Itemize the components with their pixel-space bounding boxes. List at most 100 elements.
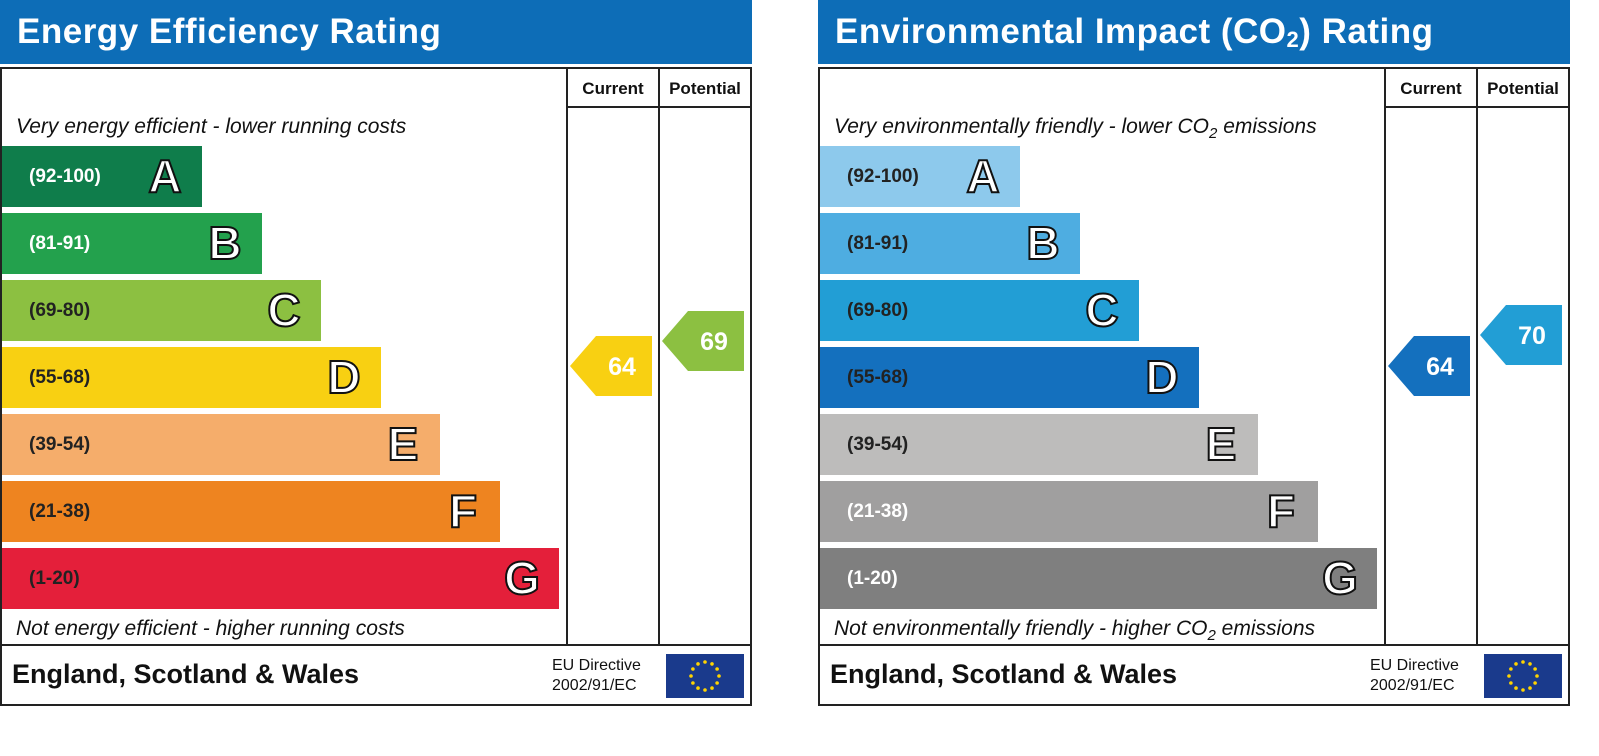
eu-star-icon <box>1535 674 1539 678</box>
eu-star-icon <box>717 674 721 678</box>
eu-star-icon <box>1514 662 1518 666</box>
eu-star-icon <box>1528 686 1532 690</box>
eu-star-icon <box>710 686 714 690</box>
svg-text:B: B <box>208 217 241 269</box>
eu-star-icon <box>703 688 707 692</box>
potential-column-header: Potential <box>1487 79 1559 98</box>
band-range: (39-54) <box>29 434 91 455</box>
potential-rating-value: 69 <box>700 328 728 356</box>
eu-star-icon <box>1514 686 1518 690</box>
band-letter: A <box>965 149 1000 203</box>
band-d: (55-68) D <box>2 347 381 408</box>
potential-column-header: Potential <box>669 79 741 98</box>
eu-directive: EU Directive 2002/91/EC <box>552 656 641 696</box>
divider <box>1476 69 1478 646</box>
top-caption: Very energy efficient - lower running co… <box>16 115 407 138</box>
divider <box>1384 69 1386 646</box>
divider <box>566 69 568 646</box>
svg-text:E: E <box>388 418 419 470</box>
eu-star-icon <box>1533 681 1537 685</box>
panel-title: Energy Efficiency Rating <box>0 0 752 64</box>
band-c: (69-80) C <box>2 280 321 341</box>
top-caption: Very environmentally friendly - lower CO… <box>834 115 1317 143</box>
eu-flag-icon <box>666 654 744 698</box>
eu-star-icon <box>691 681 695 685</box>
directive-line: EU Directive <box>552 657 641 674</box>
current-rating-arrow: 64 <box>1388 336 1470 396</box>
band-range: (69-80) <box>847 300 909 321</box>
band-letter: D <box>326 350 361 404</box>
region-label: England, Scotland & Wales <box>12 659 360 689</box>
divider <box>1384 106 1568 108</box>
band-letter: A <box>147 149 182 203</box>
svg-text:C: C <box>1085 284 1118 336</box>
band-range: (92-100) <box>29 166 101 187</box>
band-letter: G <box>503 551 541 605</box>
directive-line: 2002/91/EC <box>552 677 637 694</box>
svg-text:F: F <box>1266 485 1294 537</box>
band-range: (81-91) <box>29 233 91 254</box>
band-range: (92-100) <box>847 166 919 187</box>
eu-star-icon <box>689 674 693 678</box>
svg-text:E: E <box>1206 418 1237 470</box>
eu-directive: EU Directive 2002/91/EC <box>1370 656 1459 696</box>
eu-star-icon <box>1528 662 1532 666</box>
band-e: (39-54) E <box>2 414 440 475</box>
eu-star-icon <box>1507 674 1511 678</box>
eu-star-icon <box>715 667 719 671</box>
eu-star-icon <box>696 662 700 666</box>
band-letter: B <box>1025 216 1060 270</box>
svg-text:A: A <box>148 150 181 202</box>
band-range: (1-20) <box>847 568 898 589</box>
current-column-header: Current <box>582 79 644 98</box>
divider <box>658 69 660 646</box>
band-range: (55-68) <box>847 367 909 388</box>
band-d: (55-68) D <box>820 347 1199 408</box>
divider <box>820 644 1568 646</box>
divider <box>566 106 750 108</box>
potential-rating-arrow: 69 <box>662 311 744 371</box>
directive-line: EU Directive <box>1370 657 1459 674</box>
eu-star-icon <box>1533 667 1537 671</box>
band-e: (39-54) E <box>820 414 1258 475</box>
band-letter: E <box>1205 417 1238 471</box>
band-g: (1-20) G <box>820 548 1377 609</box>
eu-star-icon <box>710 662 714 666</box>
band-a: (92-100) A <box>2 146 202 207</box>
band-range: (21-38) <box>29 501 91 522</box>
svg-text:D: D <box>327 351 360 403</box>
band-letter: B <box>207 216 242 270</box>
band-letter: F <box>447 484 477 538</box>
band-range: (69-80) <box>29 300 91 321</box>
divider <box>2 644 750 646</box>
band-letter: D <box>1144 350 1179 404</box>
band-range: (39-54) <box>847 434 909 455</box>
eu-star-icon <box>703 660 707 664</box>
chart-frame: Current Potential Very environmentally f… <box>818 67 1570 706</box>
band-range: (55-68) <box>29 367 91 388</box>
band-c: (69-80) C <box>820 280 1139 341</box>
band-g: (1-20) G <box>2 548 559 609</box>
eu-star-icon <box>1521 688 1525 692</box>
eu-star-icon <box>696 686 700 690</box>
energy-efficiency-panel: Energy Efficiency Rating Current Potenti… <box>0 0 752 706</box>
band-range: (21-38) <box>847 501 909 522</box>
svg-text:G: G <box>1322 552 1358 604</box>
band-range: (1-20) <box>29 568 80 589</box>
band-range: (81-91) <box>847 233 909 254</box>
panel-title: Environmental Impact (CO2) Rating <box>818 0 1570 64</box>
eu-star-icon <box>715 681 719 685</box>
current-rating-value: 64 <box>608 353 636 381</box>
current-column-header: Current <box>1400 79 1462 98</box>
eu-star-icon <box>1521 660 1525 664</box>
svg-text:B: B <box>1026 217 1059 269</box>
eu-star-icon <box>1509 681 1513 685</box>
band-letter: G <box>1321 551 1359 605</box>
potential-rating-value: 70 <box>1518 322 1546 350</box>
bottom-caption: Not environmentally friendly - higher CO… <box>834 617 1316 645</box>
band-f: (21-38) F <box>820 481 1318 542</box>
svg-text:D: D <box>1145 351 1178 403</box>
eu-star-icon <box>1509 667 1513 671</box>
bottom-caption: Not energy efficient - higher running co… <box>16 617 405 640</box>
band-letter: E <box>387 417 420 471</box>
